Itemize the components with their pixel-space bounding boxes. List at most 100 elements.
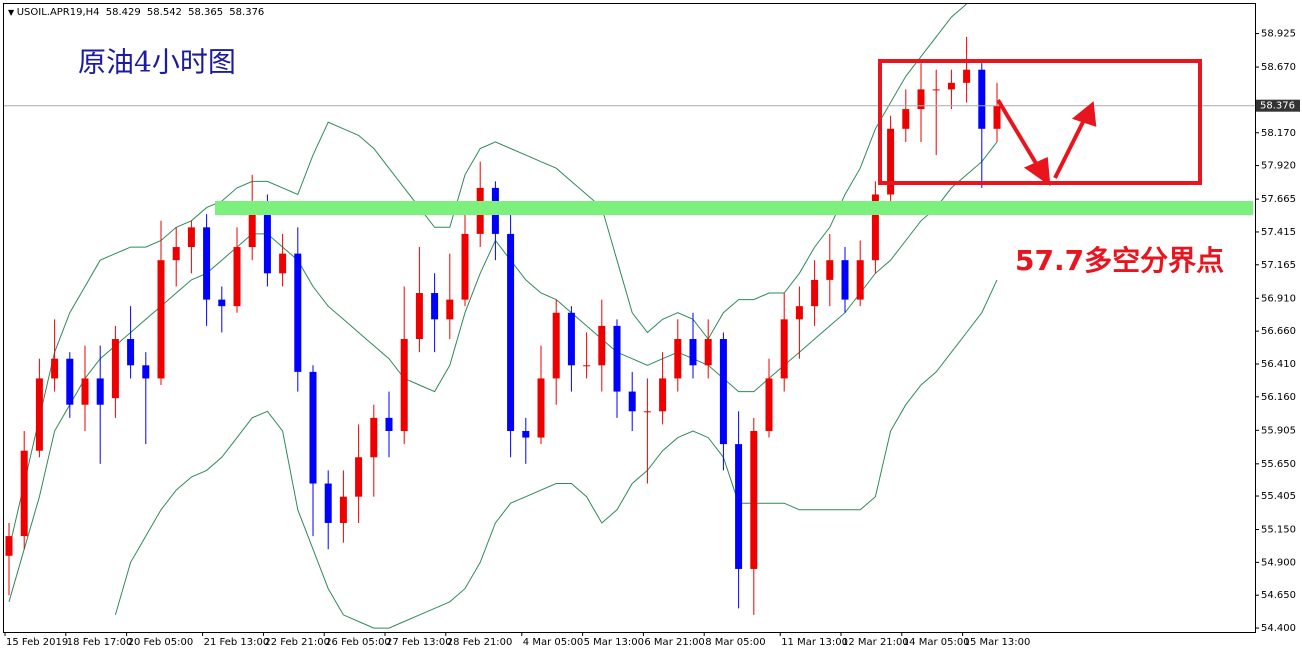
candle-body bbox=[35, 378, 43, 451]
y-tick-label: 57.165 bbox=[1261, 260, 1296, 271]
plot-frame bbox=[3, 3, 1256, 633]
candle-body bbox=[598, 325, 606, 366]
header-high: 58.542 bbox=[147, 7, 182, 18]
band-middle bbox=[8, 141, 998, 602]
candle-body bbox=[400, 339, 408, 431]
header: ▼ USOIL.APR19,H4 58.429 58.542 58.365 58… bbox=[8, 7, 264, 18]
arrow-head bbox=[1071, 101, 1097, 127]
chart-title: 原油4小时图 bbox=[78, 46, 236, 79]
price-tag bbox=[1256, 99, 1300, 112]
symbol: USOIL.APR19,H4 bbox=[17, 7, 100, 18]
x-tick-label: 6 Mar 21:00 bbox=[644, 637, 704, 648]
candle-body bbox=[187, 227, 195, 248]
candle-body bbox=[613, 325, 621, 392]
arrow-down bbox=[996, 98, 1042, 172]
y-tick-label: 56.910 bbox=[1261, 293, 1296, 304]
band-upper bbox=[8, 3, 967, 550]
x-tick-label: 4 Mar 05:00 bbox=[523, 637, 583, 648]
candle-body bbox=[309, 371, 317, 484]
candle-body bbox=[522, 430, 530, 438]
candle-body bbox=[157, 260, 165, 379]
candle-body bbox=[51, 358, 59, 379]
y-tick-label: 58.170 bbox=[1261, 128, 1296, 139]
candle-body bbox=[932, 89, 940, 91]
x-tick-label: 26 Feb 05:00 bbox=[325, 637, 391, 648]
x-tick-label: 15 Feb 2019 bbox=[6, 637, 68, 648]
candle-body bbox=[355, 457, 363, 497]
x-tick-label: 28 Feb 21:00 bbox=[447, 637, 513, 648]
candle-body bbox=[218, 299, 226, 307]
arrow-up bbox=[1053, 117, 1087, 179]
x-tick-label: 14 Mar 05:00 bbox=[903, 637, 970, 648]
candle-body bbox=[81, 378, 89, 405]
candle-body bbox=[324, 483, 332, 523]
y-tick-label: 56.160 bbox=[1261, 392, 1296, 403]
annotation: 57.7多空分界点 bbox=[1015, 244, 1224, 277]
candle-body bbox=[552, 312, 560, 379]
y-tick-label: 55.650 bbox=[1261, 459, 1296, 470]
x-tick-label: 11 Mar 13:00 bbox=[781, 637, 848, 648]
candle-body bbox=[902, 109, 910, 129]
arrow-head bbox=[1023, 157, 1051, 187]
candle-body bbox=[689, 339, 697, 366]
candle-body bbox=[415, 293, 423, 340]
candle-body bbox=[704, 339, 712, 366]
y-tick-label: 57.920 bbox=[1261, 161, 1296, 172]
band-lower bbox=[114, 279, 998, 629]
candle-body bbox=[735, 444, 743, 569]
candle-body bbox=[111, 339, 119, 399]
candle-body bbox=[461, 233, 469, 300]
candle-body bbox=[279, 253, 287, 274]
x-tick-label: 21 Feb 13:00 bbox=[204, 637, 270, 648]
candle-body bbox=[750, 430, 758, 569]
y-tick-label: 54.400 bbox=[1261, 623, 1296, 634]
candle-body bbox=[826, 260, 834, 280]
candle-body bbox=[659, 378, 667, 412]
x-tick-label: 8 Mar 05:00 bbox=[705, 637, 765, 648]
x-tick-label: 12 Mar 21:00 bbox=[842, 637, 909, 648]
y-tick-label: 58.925 bbox=[1261, 29, 1296, 40]
candle-body bbox=[96, 378, 104, 405]
x-tick-label: 18 Feb 17:00 bbox=[67, 637, 133, 648]
candle-body bbox=[203, 227, 211, 300]
candle-body bbox=[780, 319, 788, 379]
highlight-box bbox=[878, 59, 1202, 185]
candle-body bbox=[142, 365, 150, 379]
y-tick-label: 55.150 bbox=[1261, 525, 1296, 536]
support-zone bbox=[215, 201, 1253, 215]
header-close: 58.376 bbox=[229, 7, 264, 18]
x-tick-label: 5 Mar 13:00 bbox=[584, 637, 644, 648]
y-tick-label: 57.665 bbox=[1261, 194, 1296, 205]
x-tick-label: 20 Feb 05:00 bbox=[128, 637, 194, 648]
candle-body bbox=[963, 69, 971, 83]
candle-body bbox=[248, 201, 256, 248]
candle-body bbox=[370, 417, 378, 458]
candle-body bbox=[993, 105, 1001, 129]
candle-body bbox=[628, 391, 636, 412]
candle-body bbox=[856, 260, 864, 300]
y-tick-label: 57.415 bbox=[1261, 227, 1296, 238]
candle-body bbox=[917, 89, 925, 110]
x-tick-label: 15 Mar 13:00 bbox=[964, 637, 1031, 648]
candle-body bbox=[172, 247, 180, 261]
candle-body bbox=[537, 378, 545, 438]
candle-body bbox=[294, 253, 302, 372]
candle-body bbox=[811, 279, 819, 307]
candle-body bbox=[385, 417, 393, 431]
candle-body bbox=[339, 496, 347, 523]
header-open: 58.429 bbox=[106, 7, 141, 18]
arrows bbox=[996, 98, 1097, 187]
candle-body bbox=[583, 365, 591, 367]
candle-body bbox=[446, 299, 454, 320]
candle-body bbox=[5, 536, 13, 556]
y-tick-label: 56.410 bbox=[1261, 359, 1296, 370]
y-tick-label: 55.905 bbox=[1261, 425, 1296, 436]
candle-body bbox=[20, 450, 28, 537]
y-tick-label: 54.900 bbox=[1261, 557, 1296, 568]
candle-body bbox=[233, 247, 241, 307]
y-tick-label: 54.650 bbox=[1261, 590, 1296, 601]
candle-body bbox=[978, 69, 986, 129]
candle-body bbox=[887, 128, 895, 195]
candle-body bbox=[674, 339, 682, 379]
